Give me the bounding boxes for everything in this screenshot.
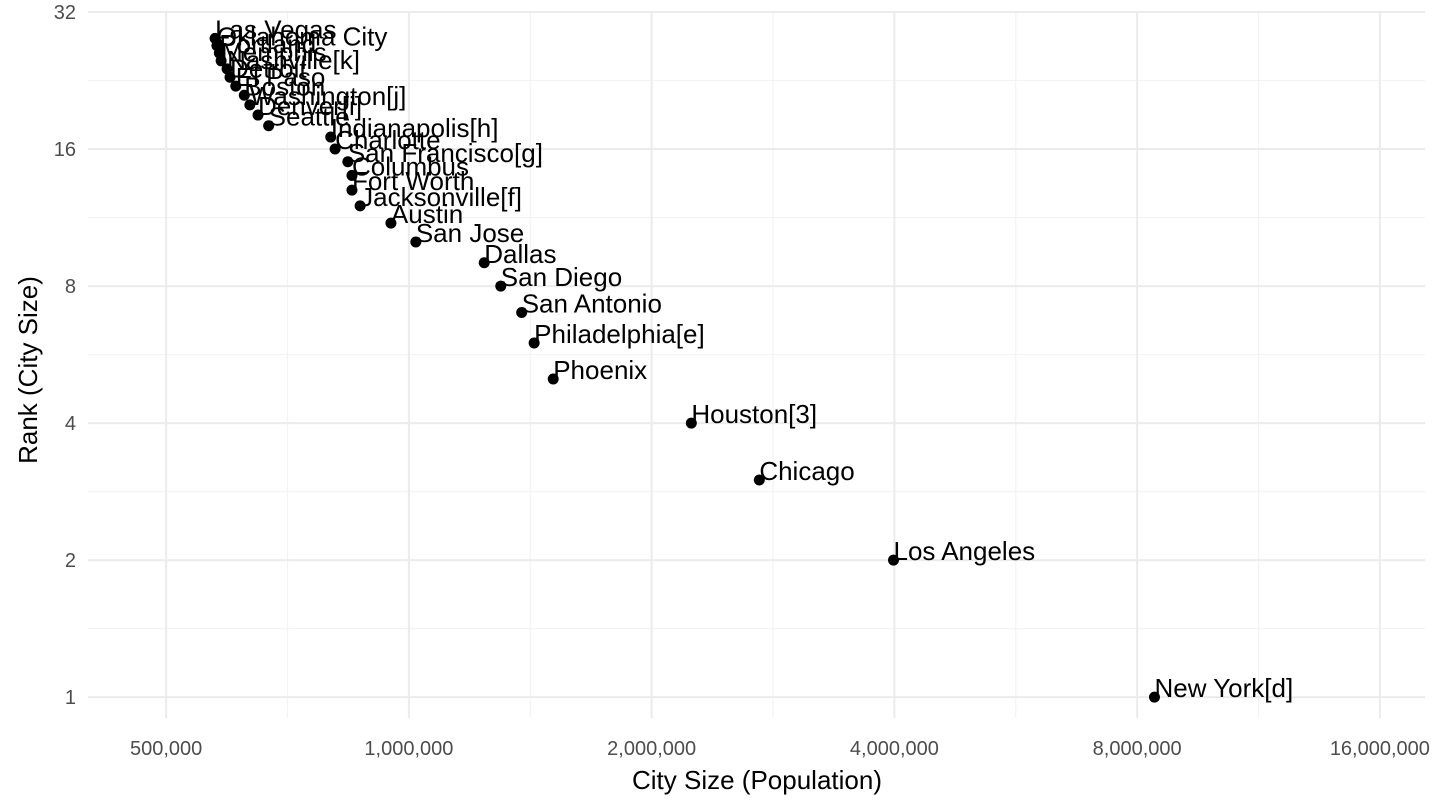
point-label: Oklahoma City: [217, 22, 388, 52]
y-tick-label: 2: [65, 550, 76, 572]
x-tick-label: 8,000,000: [1093, 738, 1182, 760]
data-points: [209, 32, 1160, 703]
point-label: Fort Worth: [352, 166, 474, 196]
point-label: Seattle: [269, 102, 350, 132]
point-label: Denver[i]: [258, 91, 362, 121]
y-axis-title: Rank (City Size): [13, 276, 43, 464]
y-axis-ticks: 1 2 4 8 16 32: [54, 2, 76, 709]
x-tick-label: 1,000,000: [364, 738, 453, 760]
x-tick-label: 4,000,000: [850, 738, 939, 760]
point-label: Los Angeles: [894, 536, 1036, 566]
data-point: [888, 554, 900, 566]
data-point: [495, 280, 507, 292]
x-tick-label: 500,000: [130, 738, 202, 760]
y-tick-label: 4: [65, 413, 76, 435]
point-label: El Paso: [236, 62, 326, 92]
x-tick-label: 2,000,000: [607, 738, 696, 760]
point-label: Columbus: [352, 151, 469, 181]
x-axis-title: City Size (Population): [632, 765, 882, 795]
point-label: Austin: [391, 199, 463, 229]
point-label: Las Vegas: [215, 14, 336, 44]
data-point: [209, 32, 221, 44]
point-label: Dallas: [484, 239, 556, 269]
point-label: San Diego: [501, 262, 622, 292]
data-point: [342, 156, 354, 168]
data-point: [224, 71, 236, 83]
data-point: [685, 417, 697, 429]
data-point: [547, 373, 559, 385]
y-tick-label: 16: [54, 139, 76, 161]
data-point: [325, 131, 337, 143]
point-label: Detroit: [230, 53, 307, 83]
data-point: [354, 200, 366, 212]
data-point: [753, 474, 765, 486]
data-point: [1148, 691, 1160, 703]
point-label: Indianapolis[h]: [331, 113, 499, 143]
point-label: Jacksonville[f]: [360, 182, 522, 212]
data-point: [516, 306, 528, 318]
point-label: Boston: [244, 71, 325, 101]
point-label: Chicago: [759, 456, 854, 486]
point-label: San Antonio: [522, 288, 662, 318]
data-point: [478, 257, 490, 269]
point-labels: New York[d] Los Angeles Chicago Houston[3] P…: [215, 14, 1293, 703]
y-tick-label: 32: [54, 2, 76, 24]
data-point: [346, 169, 358, 181]
point-label: San Francisco[g]: [348, 138, 543, 168]
data-point: [329, 143, 341, 155]
data-point: [528, 337, 540, 349]
point-label: New York[d]: [1154, 673, 1293, 703]
data-point: [252, 109, 264, 121]
data-point: [346, 184, 358, 196]
y-tick-label: 1: [65, 687, 76, 709]
data-point: [221, 63, 233, 75]
x-tick-label: 16,000,000: [1330, 738, 1430, 760]
data-point: [385, 217, 397, 229]
point-label: San Jose: [416, 218, 524, 248]
y-tick-label: 8: [65, 276, 76, 298]
x-axis-ticks: 500,000 1,000,000 2,000,000 4,000,000 8,000,…: [130, 738, 1430, 760]
data-point: [410, 236, 422, 248]
point-label: Portland: [219, 29, 316, 59]
point-label: Phoenix: [553, 355, 647, 385]
point-label: Nashville[k]: [227, 45, 360, 75]
point-label: Philadelphia[e]: [534, 319, 705, 349]
grid: [88, 11, 1425, 718]
data-point: [230, 80, 242, 92]
point-label: Houston[3]: [691, 399, 817, 429]
point-label: Memphis: [221, 37, 326, 67]
data-point: [263, 120, 275, 132]
data-point: [238, 89, 250, 101]
point-label: Charlotte: [335, 125, 441, 155]
point-label: Washington[j]: [250, 81, 407, 111]
data-point: [244, 99, 256, 111]
